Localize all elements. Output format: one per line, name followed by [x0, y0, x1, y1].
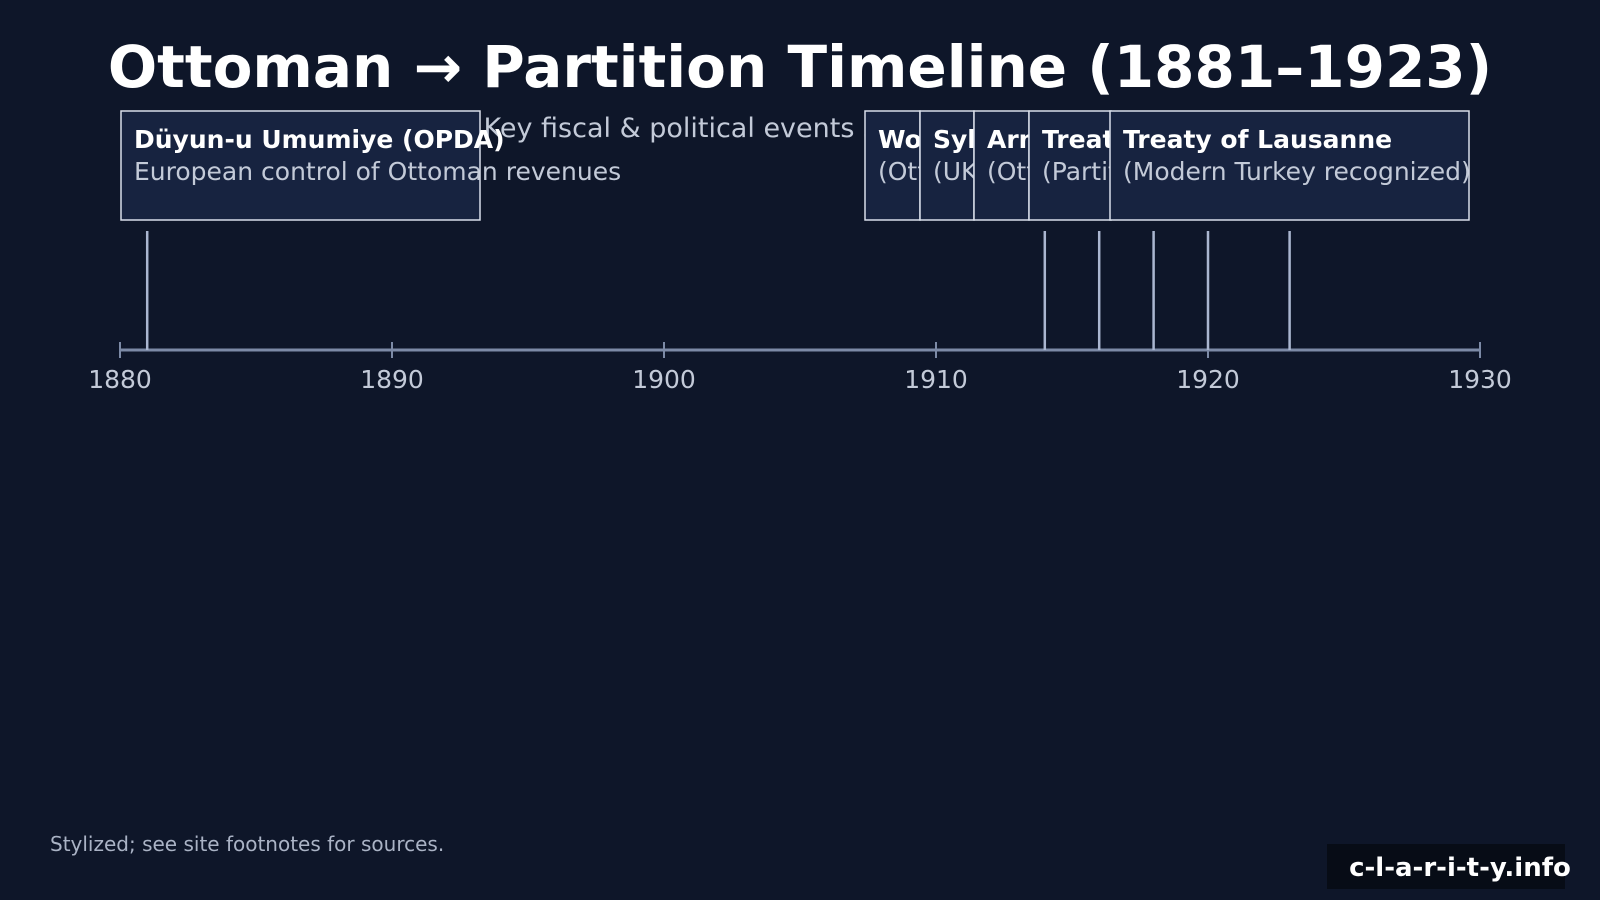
tick-label: 1910 [904, 365, 968, 394]
event-box [120, 110, 481, 221]
event-box [919, 110, 975, 221]
event-stems [145, 231, 1291, 350]
event-desc: (Modern Turkey recognized) [1123, 157, 1471, 186]
brand-label: c-l-a-r-i-t-y.info [1349, 853, 1571, 883]
brand-badge: c-l-a-r-i-t-y.info [1327, 844, 1571, 889]
event-labels: Düyun-u Umumiye (OPDA) European control o… [120, 110, 1471, 221]
event-desc: European control of Ottoman revenues [134, 157, 621, 186]
tick-label: 1890 [360, 365, 424, 394]
footnote: Stylized; see site footnotes for sources… [50, 832, 444, 856]
event-title: Düyun-u Umumiye (OPDA) [134, 125, 505, 154]
time-axis: 1880 1890 1900 1910 1920 1930 [88, 342, 1512, 394]
event-box [864, 110, 921, 221]
event-box [1028, 110, 1112, 221]
tick-label: 1920 [1176, 365, 1240, 394]
tick-label: 1900 [632, 365, 696, 394]
tick-label: 1930 [1448, 365, 1512, 394]
tick-label: 1880 [88, 365, 152, 394]
event-label: Düyun-u Umumiye (OPDA) European control o… [120, 110, 621, 221]
chart-title: Ottoman → Partition Timeline (1881–1923) [108, 33, 1492, 101]
event-title: Treaty of Lausanne [1123, 125, 1392, 154]
event-box [1109, 110, 1470, 221]
event-label: Treaty of Lausanne (Modern Turkey recogni… [1109, 110, 1471, 221]
brand-badge-bg [1327, 844, 1565, 889]
